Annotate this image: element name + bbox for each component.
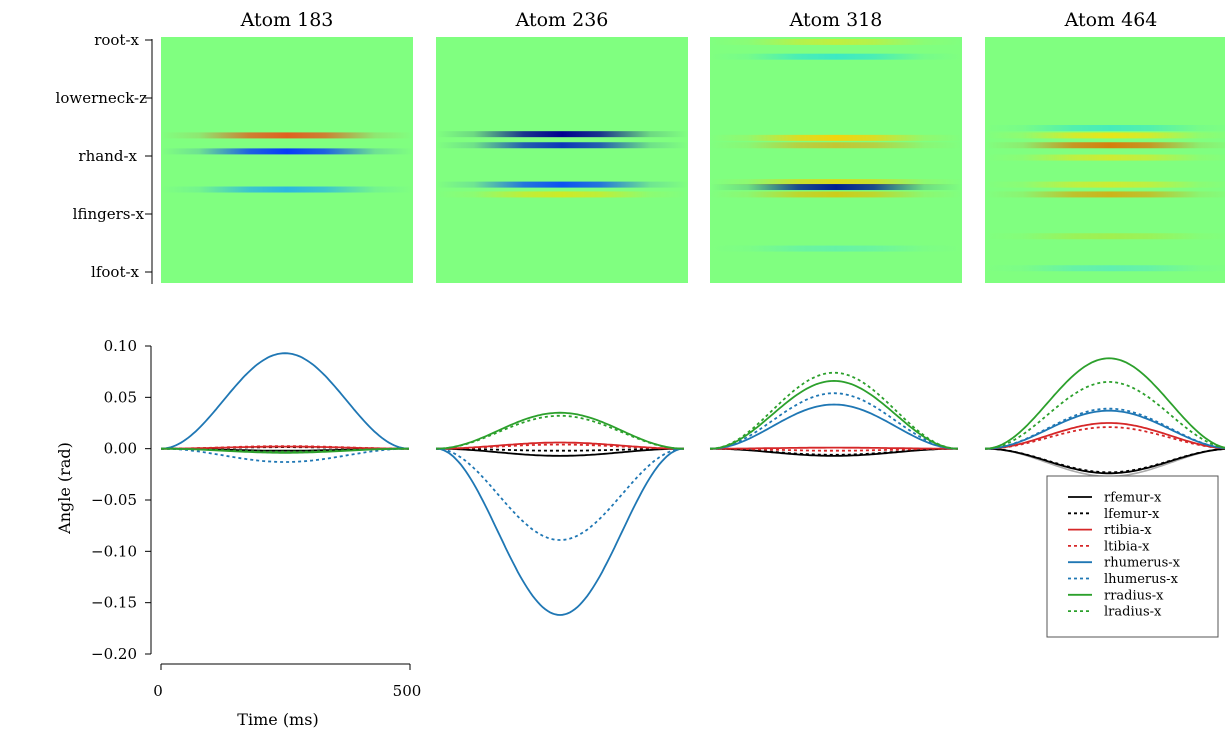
series-line-rhumerus-x: [709, 403, 959, 450]
panel-title: Atom 464: [1064, 9, 1158, 31]
y-tick-label: 0.05: [104, 388, 137, 406]
legend-label: rtibia-x: [1104, 523, 1152, 538]
heatmap-band: [161, 132, 413, 139]
series-line-ltibia-x: [161, 445, 409, 450]
heatmap-band: [985, 142, 1225, 149]
heatmap-band: [710, 245, 962, 252]
heatmap-band: [161, 186, 413, 193]
y-tick-label: −0.10: [91, 542, 137, 560]
heatmap-y-axis: root-x lowerneck-z rhand-x lfingers-x lfoot-…: [56, 31, 153, 284]
heatmap-panel-1: [161, 37, 413, 283]
heatmap-band: [985, 191, 1225, 198]
series-line-lradius-x: [435, 414, 685, 450]
x-tick-label: 0: [153, 682, 163, 700]
series-line-lfemur-x: [710, 447, 958, 456]
heatmap-band: [985, 125, 1225, 132]
series-line-lradius-x: [984, 380, 1225, 450]
series-line-rfemur-x: [436, 447, 684, 457]
line-plot-row: [160, 352, 1225, 616]
panel-title: Atom 236: [515, 9, 609, 31]
legend-label: lradius-x: [1104, 605, 1162, 620]
heatmap-band: [710, 191, 962, 198]
heatmap-band: [710, 179, 962, 186]
legend-label: ltibia-x: [1104, 539, 1150, 554]
y-tick-label: −0.20: [91, 645, 137, 663]
series-line-rhumerus-x: [160, 352, 410, 450]
line-plot-2: [435, 411, 685, 616]
line-plot-1: [160, 352, 410, 463]
heatmap-band: [985, 265, 1225, 272]
heatmap-y-tick-label: lfoot-x: [91, 263, 140, 281]
y-tick-label: 0.10: [104, 337, 137, 355]
y-tick-label: −0.05: [91, 491, 137, 509]
legend-label: lhumerus-x: [1104, 572, 1179, 587]
heatmap-band: [710, 134, 962, 141]
series-line-rradius-x: [984, 357, 1225, 450]
series-line-lfemur-x: [436, 447, 684, 452]
heatmap-y-tick-label: lfingers-x: [73, 205, 145, 223]
series-line-lhumerus-x: [984, 407, 1225, 450]
heatmap-band: [710, 53, 962, 60]
y-axis-label: Angle (rad): [55, 442, 74, 535]
heatmap-band: [710, 184, 962, 191]
panel-title: Atom 183: [240, 9, 334, 31]
heatmap-band: [161, 148, 413, 155]
x-axis-label: Time (ms): [237, 710, 318, 729]
series-line-ltibia-x: [710, 447, 958, 452]
legend-label: rradius-x: [1104, 588, 1164, 603]
heatmap-y-tick-label: rhand-x: [78, 147, 137, 165]
line-plot-4: [984, 357, 1225, 478]
x-tick-label: 500: [393, 682, 422, 700]
line-plot-axes: 0.10 0.05 0.00 −0.05 −0.10 −0.15 −0.20 0 500 Time…: [55, 337, 421, 729]
legend-label: lfemur-x: [1104, 507, 1160, 522]
heatmap-band: [985, 154, 1225, 161]
heatmap-row: Atom 183 Atom 236 Atom 318 Atom 464: [161, 9, 1225, 283]
series-line-lradius-x: [161, 447, 409, 453]
heatmap-panel-3: [710, 37, 962, 283]
heatmap-y-tick-label: root-x: [94, 31, 139, 49]
series-line-rhumerus-x: [435, 447, 685, 616]
line-plot-3: [709, 371, 959, 457]
y-tick-label: 0.00: [104, 440, 137, 458]
heatmap-band: [436, 191, 688, 198]
series-line-ltibia-x: [436, 443, 684, 450]
heatmap-band: [710, 142, 962, 149]
series-line-rtibia-x: [984, 422, 1225, 450]
legend-box: [1046, 475, 1219, 638]
y-tick-label: −0.15: [91, 594, 137, 612]
heatmap-band: [436, 131, 688, 138]
series-line-lfemur-x: [985, 447, 1225, 474]
legend-label: rhumerus-x: [1104, 556, 1181, 571]
heatmap-y-tick-label: lowerneck-z: [56, 89, 148, 107]
heatmap-band: [436, 142, 688, 149]
heatmap-band: [985, 132, 1225, 139]
series-line-rradius-x: [709, 379, 959, 450]
series-line-ltibia-x: [984, 426, 1225, 450]
series-line-lhumerus-x: [709, 392, 959, 450]
heatmap-band: [710, 38, 962, 45]
heatmap-band: [985, 181, 1225, 188]
legend-label: rfemur-x: [1104, 491, 1162, 506]
heatmap-band: [436, 181, 688, 188]
heatmap-band: [985, 233, 1225, 240]
heatmap-panel-2: [436, 37, 688, 283]
panel-title: Atom 318: [789, 9, 883, 31]
series-line-lhumerus-x: [435, 447, 685, 541]
